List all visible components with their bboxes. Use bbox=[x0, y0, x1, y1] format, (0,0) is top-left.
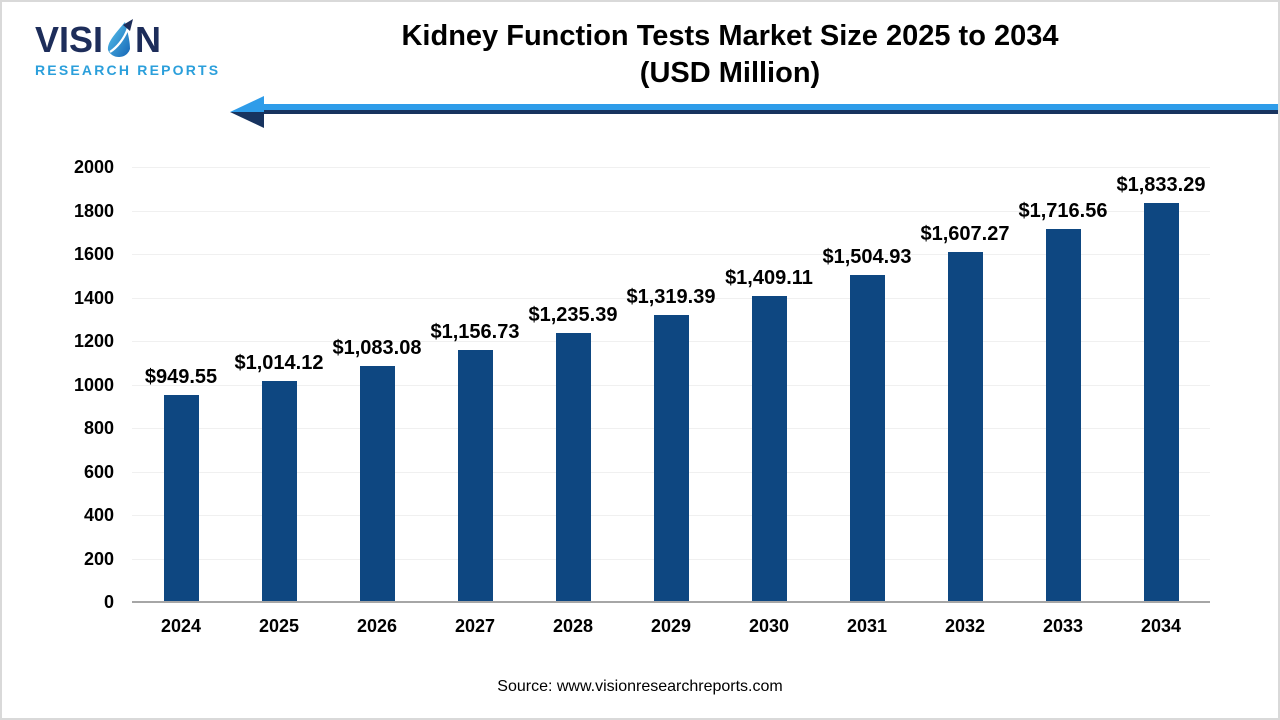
bar-2027 bbox=[457, 350, 493, 602]
bar-value-label: $1,409.11 bbox=[725, 266, 813, 289]
x-axis: 2024 2025 2026 2027 2028 2029 2030 2031 2032 2033… bbox=[132, 616, 1210, 637]
bar-column-2025: $1,014.12 bbox=[230, 167, 328, 602]
bar-2029 bbox=[653, 315, 689, 602]
bar-2031 bbox=[849, 274, 885, 602]
bar-value-label: $949.55 bbox=[144, 366, 218, 389]
logo-subtitle: RESEARCH REPORTS bbox=[35, 62, 221, 78]
gridline bbox=[132, 210, 1210, 212]
bar-value-label: $1,319.39 bbox=[626, 286, 716, 309]
bar-value-label: $1,083.08 bbox=[332, 337, 422, 360]
gridline bbox=[132, 167, 1210, 168]
x-axis-label: 2033 bbox=[1042, 616, 1084, 636]
bar-value-label: $1,014.12 bbox=[234, 352, 324, 375]
water-drop-icon bbox=[107, 19, 134, 57]
chart-title: Kidney Function Tests Market Size 2025 t… bbox=[252, 18, 1208, 92]
vision-research-reports-logo: VISI N RESEARCH REPORTS bbox=[35, 18, 221, 78]
bar-column-2026: $1,083.08 bbox=[328, 167, 426, 602]
bar-2025 bbox=[261, 381, 297, 602]
bar-2034 bbox=[1143, 203, 1179, 602]
x-axis-label: 2028 bbox=[552, 616, 594, 636]
y-axis-tick-label: 400 bbox=[83, 505, 114, 525]
y-axis-tick-label: 1000 bbox=[73, 374, 114, 395]
bar-2033 bbox=[1045, 228, 1081, 602]
y-axis-tick-label: 1600 bbox=[73, 244, 114, 264]
left-arrowhead-icon bbox=[230, 96, 264, 128]
y-axis-tick-label: 1200 bbox=[73, 331, 114, 351]
x-axis-label: 2027 bbox=[454, 616, 496, 636]
bar-column-2029: $1,319.39 bbox=[622, 167, 720, 602]
x-axis-line bbox=[132, 601, 1210, 603]
logo-wordmark: VISI N bbox=[35, 18, 205, 60]
bar-value-label: $1,235.39 bbox=[528, 304, 618, 327]
logo-text-suffix: N bbox=[135, 19, 162, 60]
bar-value-label: $1,504.93 bbox=[822, 245, 912, 268]
bar-value-label: $1,833.29 bbox=[1116, 174, 1206, 197]
x-axis-label: 2029 bbox=[650, 616, 692, 636]
bar-column-2033: $1,716.56 bbox=[1014, 167, 1112, 602]
y-axis-tick-label: 0 bbox=[103, 592, 114, 612]
x-axis-label: 2032 bbox=[944, 616, 986, 636]
bar-value-label: $1,156.73 bbox=[430, 321, 520, 344]
bar-column-2031: $1,504.93 bbox=[818, 167, 916, 602]
source-text: Source: www.visionresearchreports.com bbox=[497, 678, 783, 695]
y-axis-tick-label: 200 bbox=[83, 548, 114, 569]
bar-2030 bbox=[751, 295, 787, 602]
x-axis-label: 2024 bbox=[160, 616, 202, 636]
bar-2024 bbox=[163, 395, 199, 602]
x-axis-label: 2031 bbox=[846, 616, 888, 636]
bar-2028 bbox=[555, 333, 591, 602]
gridline bbox=[132, 297, 1210, 299]
x-axis-label: 2026 bbox=[356, 616, 398, 636]
bar-series: $949.55 $1,014.12 $1,083.08 $1,156.73 $1,235… bbox=[132, 167, 1210, 602]
logo-text-prefix: VISI bbox=[35, 19, 104, 60]
x-axis-label: 2034 bbox=[1140, 616, 1182, 636]
arrow-shaft-light bbox=[258, 104, 1278, 110]
y-axis-tick-label: 1400 bbox=[73, 287, 114, 308]
y-axis-tick-label: 2000 bbox=[73, 157, 114, 177]
bar-value-label: $1,716.56 bbox=[1018, 199, 1108, 222]
y-axis-tick-label: 800 bbox=[83, 418, 114, 438]
chart-title-line1: Kidney Function Tests Market Size 2025 t… bbox=[401, 20, 1059, 52]
chart-title-line2: (USD Million) bbox=[639, 57, 821, 89]
bar-2026 bbox=[359, 366, 395, 602]
bar-column-2024: $949.55 bbox=[132, 167, 230, 602]
x-axis-label: 2025 bbox=[258, 616, 300, 636]
bar-column-2030: $1,409.11 bbox=[720, 167, 818, 602]
y-axis-tick-label: 600 bbox=[83, 461, 114, 482]
arrow-shaft-dark bbox=[258, 110, 1278, 114]
bar-value-label: $1,607.27 bbox=[920, 223, 1010, 246]
bar-column-2027: $1,156.73 bbox=[426, 167, 524, 602]
bar-column-2032: $1,607.27 bbox=[916, 167, 1014, 602]
bar-column-2028: $1,235.39 bbox=[524, 167, 622, 602]
bar-2032 bbox=[947, 252, 983, 602]
x-axis-label: 2030 bbox=[748, 616, 790, 636]
gridline bbox=[132, 254, 1210, 255]
bar-column-2034: $1,833.29 bbox=[1112, 167, 1210, 602]
y-axis-tick-label: 1800 bbox=[73, 200, 114, 221]
